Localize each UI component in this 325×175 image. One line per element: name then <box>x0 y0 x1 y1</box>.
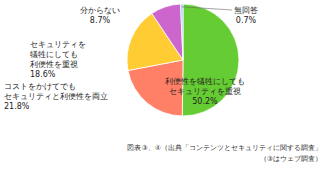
data-label: 8.7% <box>90 16 111 25</box>
slice-label: 分からない <box>80 6 120 15</box>
caption: 図表③、④（出典「コンテンツとセキュリティに関する調査」 <box>127 144 322 152</box>
chart: 利便性を犠牲にしてもセキュリティを重視50.2% コストをかけてでもセキュリティと… <box>0 0 325 175</box>
slice-label: コストをかけてでもセキュリティと利便性を両立 <box>4 82 108 101</box>
slice-label: 利便性を犠牲にしてもセキュリティを重視 <box>165 77 245 96</box>
caption: （③はウェブ調査） <box>260 155 322 163</box>
slice-label: セキュリティを犠牲にしても利便性を重視 <box>30 40 86 69</box>
slice <box>152 4 183 60</box>
data-label: 50.2% <box>192 97 218 106</box>
data-label: 18.6% <box>30 70 56 79</box>
slice-label: 無回答 <box>234 6 258 15</box>
leader-line <box>182 7 232 10</box>
slice <box>182 4 239 116</box>
slice <box>181 4 183 60</box>
data-label: 21.8% <box>4 102 30 111</box>
pie <box>127 4 239 116</box>
data-label: 0.7% <box>236 16 257 25</box>
